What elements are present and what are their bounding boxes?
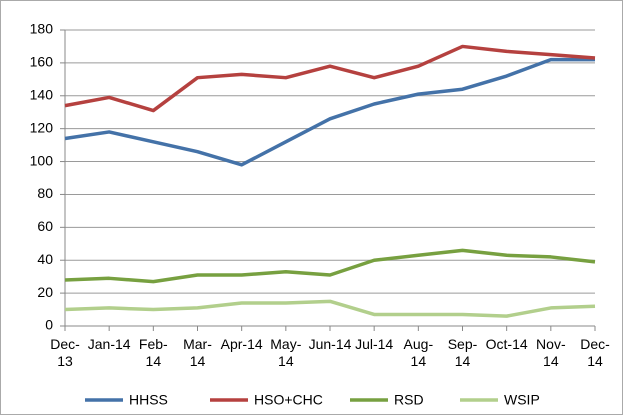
y-tick-label: 80 bbox=[37, 185, 53, 201]
y-tick-label: 40 bbox=[37, 251, 53, 267]
x-tick-label: Dec-13 bbox=[50, 336, 80, 369]
x-tick-label: Apr-14 bbox=[220, 336, 263, 352]
y-tick-label: 120 bbox=[30, 119, 54, 135]
y-tick-label: 0 bbox=[45, 317, 53, 333]
y-tick-label: 140 bbox=[30, 86, 54, 102]
x-tick-label: Sep-14 bbox=[447, 336, 478, 369]
line-series bbox=[64, 44, 596, 113]
x-tick-label: Mar-14 bbox=[183, 336, 212, 369]
y-tick-label: 160 bbox=[30, 54, 54, 70]
y-tick-label: 180 bbox=[30, 21, 54, 37]
x-tick-label: Oct-14 bbox=[485, 336, 528, 352]
x-tick-label: May-14 bbox=[270, 336, 302, 369]
legend-label: HHSS bbox=[129, 392, 168, 408]
x-tick-label: Feb-14 bbox=[138, 336, 168, 369]
x-tick-label: Jun-14 bbox=[308, 336, 352, 352]
line-series bbox=[64, 248, 596, 284]
line-series bbox=[64, 57, 595, 167]
x-tick-label: Aug-14 bbox=[403, 336, 434, 369]
x-tick-label: Jul-14 bbox=[355, 336, 394, 352]
y-tick-label: 100 bbox=[30, 152, 54, 168]
legend-label: RSD bbox=[394, 392, 424, 408]
x-tick-label: Nov-14 bbox=[536, 336, 566, 369]
x-tick-label: Dec-14 bbox=[580, 336, 610, 369]
legend-label: HSO+CHC bbox=[254, 392, 323, 408]
y-tick-label: 60 bbox=[37, 218, 53, 234]
y-tick-label: 20 bbox=[37, 284, 53, 300]
x-tick-label: Jan-14 bbox=[87, 336, 131, 352]
legend-label: WSIP bbox=[504, 392, 540, 408]
line-series bbox=[64, 299, 596, 318]
